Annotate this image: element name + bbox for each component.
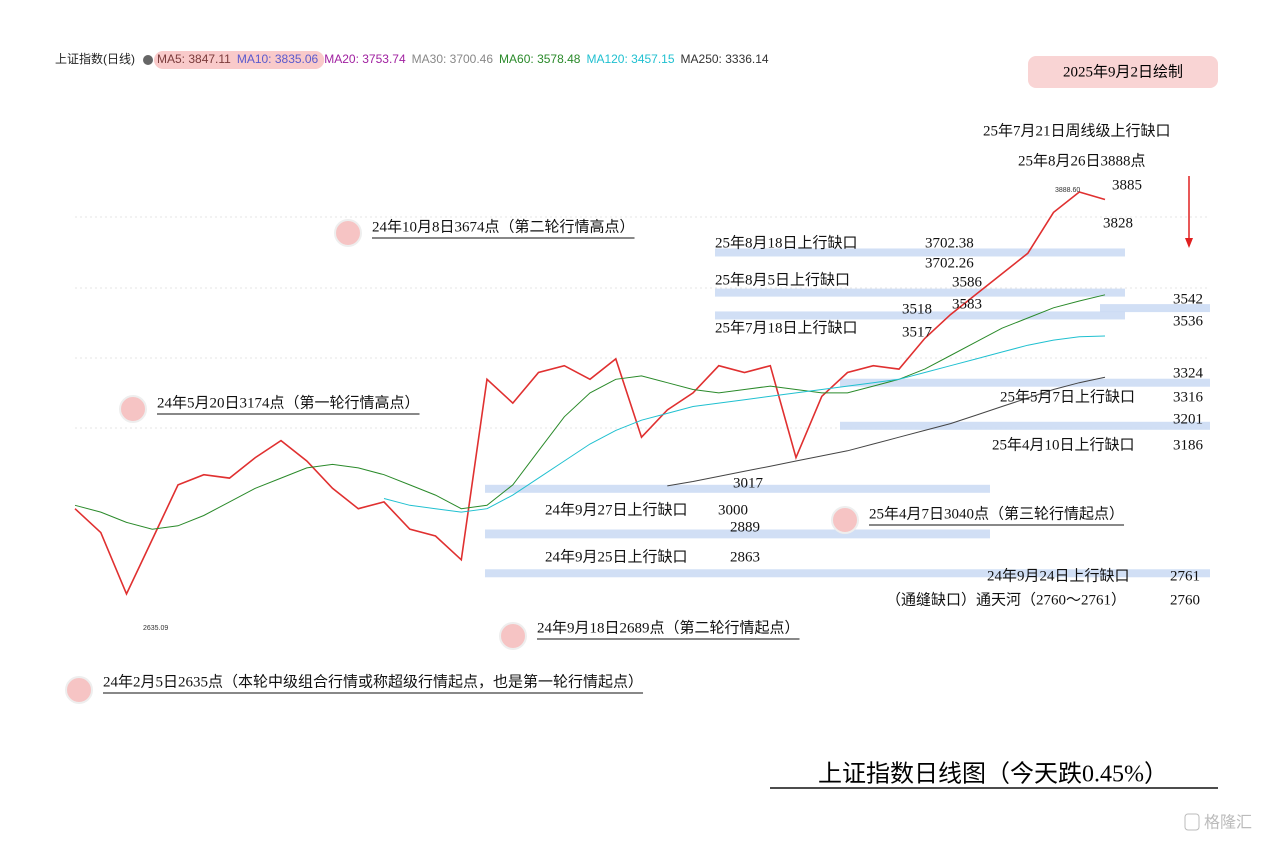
gap-label: 24年9月27日上行缺口 <box>545 501 688 518</box>
milestone-label: 24年2月5日2635点（本轮中级组合行情或称超级行情起点，也是第一轮行情起点） <box>103 672 643 690</box>
gap-lower: 3702.26 <box>925 255 974 271</box>
milestone-dot <box>831 506 859 534</box>
symbol: 上证指数(日线) <box>55 51 135 66</box>
legend-entry: MA60: 3578.48 <box>499 52 581 66</box>
milestone-label: 24年10月8日3674点（第二轮行情高点） <box>372 217 635 235</box>
gap-band <box>1100 304 1210 313</box>
legend-highlight <box>154 51 325 69</box>
gap-label: 25年5月7日上行缺口 <box>1000 388 1135 405</box>
legend-entry: MA30: 3700.46 <box>412 52 494 66</box>
arrow-head <box>1185 238 1193 248</box>
gap-label: 24年9月25日上行缺口 <box>545 548 688 565</box>
gap-lower: 3583 <box>952 296 982 312</box>
gap-lower: 2863 <box>730 549 760 565</box>
milestone-label: 24年5月20日3174点（第一轮行情高点） <box>157 393 420 411</box>
gap-upper: 3702.38 <box>925 235 974 251</box>
gap-upper: 2889 <box>730 519 760 535</box>
legend-entry: MA10: 3835.06 <box>237 52 319 66</box>
small-label: 2635.09 <box>143 625 168 632</box>
small-label: 3888.60 <box>1055 187 1080 194</box>
milestone-label: 24年9月18日2689点（第二轮行情起点） <box>537 618 800 636</box>
series-line <box>383 335 1106 513</box>
gap-band <box>715 248 1125 257</box>
series-line <box>74 294 1106 530</box>
gap-lower: 3316 <box>1173 389 1204 405</box>
gap-band <box>485 529 990 539</box>
gap-lower: 2760 <box>1170 592 1200 608</box>
legend-icon <box>143 55 153 65</box>
watermark-icon <box>1184 813 1200 831</box>
gap-lower: 3517 <box>902 324 933 340</box>
gap-lower: 3186 <box>1173 437 1204 453</box>
milestone-dot <box>65 676 93 704</box>
gap-band <box>840 378 1210 387</box>
chart-title: 上证指数日线图（今天跌0.45%） <box>818 761 1168 788</box>
gap-upper: 2761 <box>1170 568 1200 584</box>
gap-upper: 3201 <box>1173 411 1203 427</box>
date-badge-text: 2025年9月2日绘制 <box>1063 63 1183 80</box>
milestone-dot <box>119 395 147 423</box>
gap-upper: 3324 <box>1173 365 1204 381</box>
gap-upper: 3586 <box>952 274 983 290</box>
gap-band <box>485 569 1210 578</box>
gap-label: 25年8月5日上行缺口 <box>715 271 850 288</box>
gap-lower: 3536 <box>1173 313 1204 329</box>
gap-band <box>715 288 1125 297</box>
milestone-dot <box>499 622 527 650</box>
annotation: 3885 <box>1112 177 1142 193</box>
legend-entry: MA5: 3847.11 <box>157 52 231 66</box>
gap-lower: 3000 <box>718 502 748 518</box>
legend-entry: MA20: 3753.74 <box>324 52 406 66</box>
series-line <box>74 191 1106 596</box>
gap-upper: 3518 <box>902 301 932 317</box>
annotation: 3828 <box>1103 215 1133 231</box>
gap-label: 25年7月18日上行缺口 <box>715 319 858 336</box>
legend-entry: MA250: 3336.14 <box>681 52 769 66</box>
date-badge <box>1028 56 1218 88</box>
gap-upper: 3017 <box>733 475 764 491</box>
watermark: 格隆汇 <box>1204 813 1252 832</box>
legend-entry: MA120: 3457.15 <box>586 52 674 66</box>
gap-band <box>840 421 1210 430</box>
annotation: 25年7月21日周线级上行缺口 <box>983 122 1171 139</box>
milestone-label: 25年4月7日3040点（第三轮行情起点） <box>869 504 1124 522</box>
series-line <box>667 376 1106 487</box>
gap-label: 24年9月24日上行缺口 <box>987 567 1130 584</box>
milestone-dot <box>334 219 362 247</box>
gap-upper: 3542 <box>1173 291 1203 307</box>
annotation: （通缝缺口）通天河（2760～2761） <box>886 591 1126 608</box>
gap-label: 25年4月10日上行缺口 <box>992 436 1135 453</box>
gap-band <box>715 311 1125 320</box>
gap-label: 25年8月18日上行缺口 <box>715 234 858 251</box>
annotation: 25年8月26日3888点 <box>1018 152 1146 169</box>
gap-band <box>485 484 990 493</box>
